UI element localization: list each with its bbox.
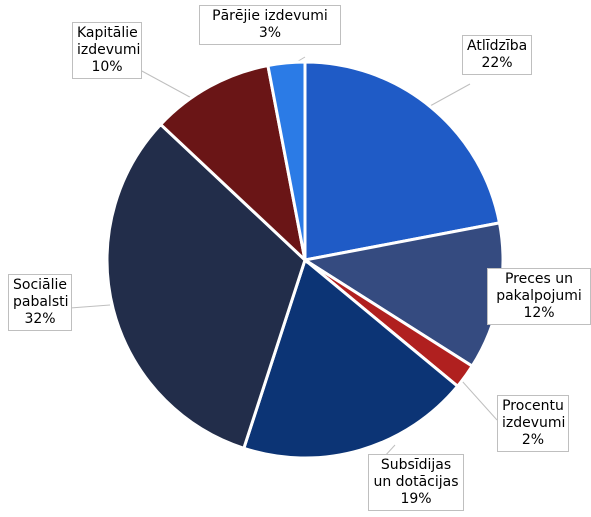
pie-slice (241, 257, 460, 460)
leader-line (429, 83, 471, 107)
label-value: 22% (481, 55, 513, 71)
pie-slice (266, 60, 307, 261)
label-value: 19% (400, 491, 432, 507)
label-name: Sociālie pabalsti (13, 277, 69, 310)
label-value: 12% (523, 305, 555, 321)
data-label: Pārējie izdevumi 3% (199, 5, 341, 45)
label-name: Pārējie izdevumi (212, 8, 328, 24)
label-value: 2% (521, 432, 545, 448)
data-label: Subsīdijas un dotācijas 19% (368, 454, 464, 511)
label-name: Preces un pakalpojumi (496, 271, 582, 304)
label-name: Kapitālie izdevumi (77, 25, 141, 58)
label-name: Subsīdijas un dotācijas (373, 457, 459, 490)
data-label: Preces un pakalpojumi 12% (487, 268, 591, 325)
pie-slice (303, 60, 502, 262)
data-label: Kapitālie izdevumi 10% (72, 22, 142, 79)
pie-slice (105, 122, 307, 451)
label-value: 32% (24, 311, 56, 327)
slices (105, 60, 505, 460)
label-value: 3% (258, 25, 282, 41)
data-label: Procentu izdevumi 2% (497, 395, 569, 452)
pie-slice (158, 63, 308, 265)
leader-line (461, 380, 498, 421)
data-label: Sociālie pabalsti 32% (8, 274, 72, 331)
label-name: Procentu izdevumi (502, 398, 566, 431)
data-label: Atlīdzība 22% (462, 35, 532, 75)
label-name: Atlīdzība (467, 38, 528, 54)
leader-line (69, 304, 111, 309)
label-value: 10% (91, 59, 123, 75)
